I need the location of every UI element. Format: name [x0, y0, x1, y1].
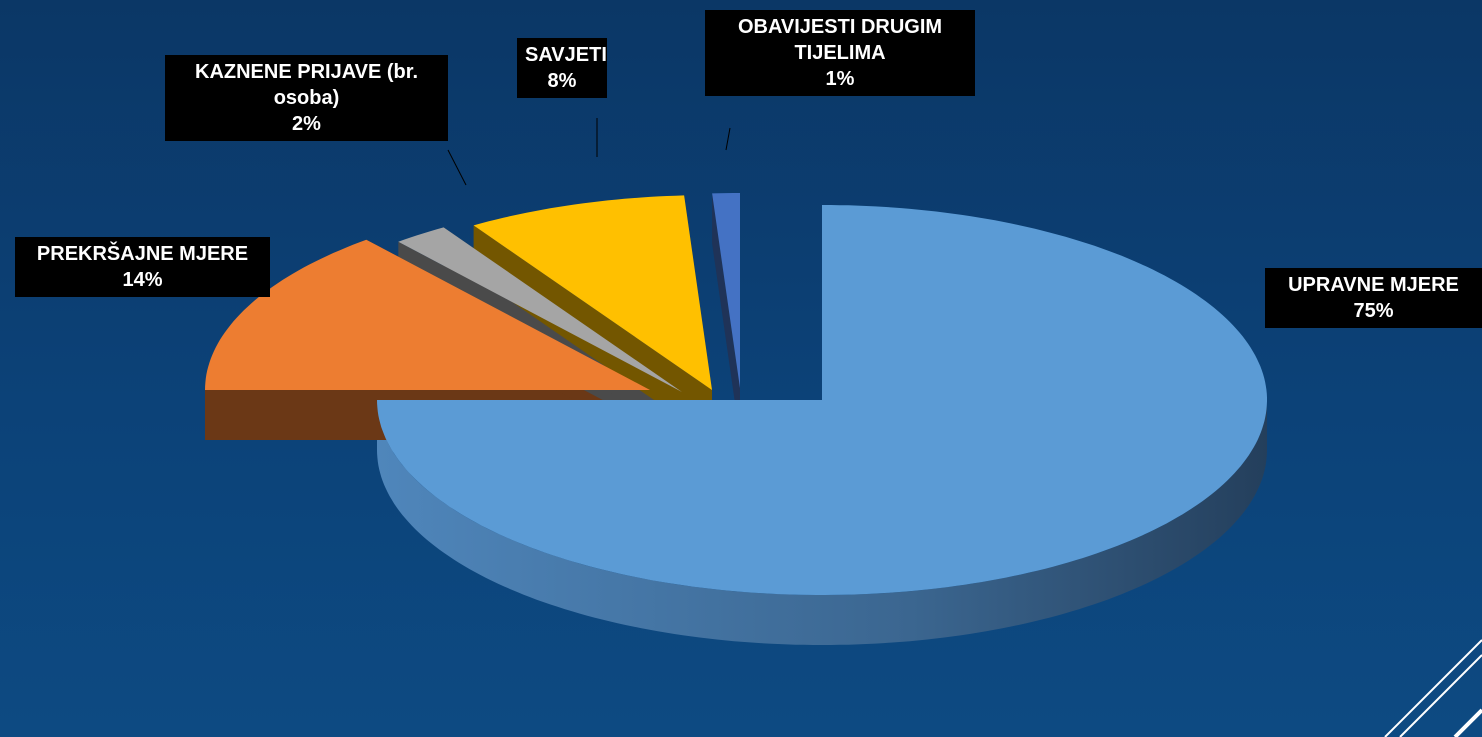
value-label: 1%	[825, 68, 855, 90]
category-label: KAZNENE PRIJAVE (br. osoba)	[195, 61, 418, 109]
decor-line	[1453, 708, 1482, 737]
slice	[205, 239, 650, 390]
slice	[377, 205, 1267, 595]
leader-line	[447, 149, 467, 186]
category-label: SAVJETI	[525, 44, 607, 66]
data-label: OBAVIJESTI DRUGIM TIJELIMA 1%	[705, 10, 975, 96]
value-label: 2%	[292, 113, 321, 135]
slice-side	[712, 193, 740, 438]
decor-line	[1384, 639, 1482, 737]
value-label: 14%	[122, 269, 163, 291]
data-label: SAVJETI 8%	[517, 38, 607, 98]
value-label: 75%	[1353, 300, 1394, 322]
data-label: KAZNENE PRIJAVE (br. osoba) 2%	[165, 55, 448, 141]
slice	[473, 195, 712, 390]
category-label: UPRAVNE MJERE	[1288, 274, 1459, 296]
category-label: PREKRŠAJNE MJERE	[36, 243, 249, 265]
data-label: PREKRŠAJNE MJERE 14%	[15, 237, 270, 297]
decor-line	[1399, 654, 1482, 737]
slice	[712, 193, 740, 388]
value-label: 8%	[547, 70, 577, 92]
data-label: UPRAVNE MJERE 75%	[1265, 268, 1482, 328]
slice	[398, 227, 682, 392]
slice-wall	[377, 400, 1267, 645]
category-label: OBAVIJESTI DRUGIM TIJELIMA	[737, 16, 943, 64]
leader-line	[725, 127, 731, 151]
